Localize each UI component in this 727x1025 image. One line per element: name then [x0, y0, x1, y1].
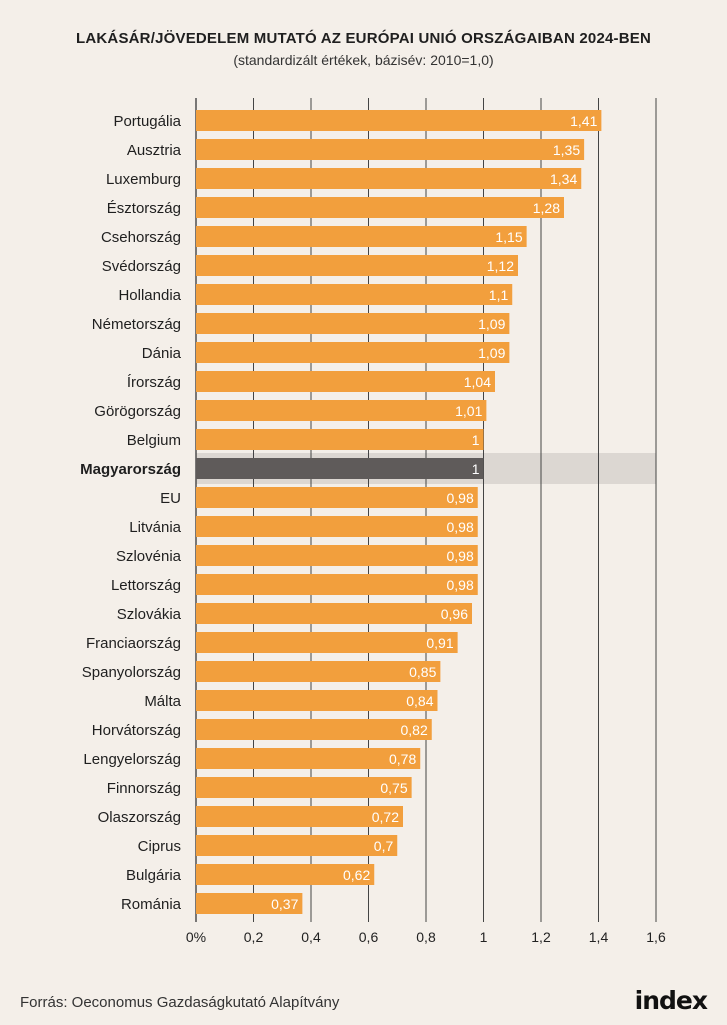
value-label: 0,7 [374, 838, 394, 854]
bar [196, 284, 513, 305]
value-label: 1 [472, 461, 480, 477]
category-label: Észtország [107, 200, 181, 217]
bar [196, 806, 403, 827]
bar [196, 458, 484, 479]
bar [196, 516, 478, 537]
category-label: Ausztria [127, 142, 182, 159]
bar [196, 313, 510, 334]
category-label: Lengyelország [83, 751, 181, 768]
value-label: 1,09 [478, 345, 505, 361]
category-label: Svédország [102, 258, 181, 275]
value-label: 0,98 [447, 519, 474, 535]
value-label: 1,15 [495, 229, 522, 245]
category-label: Portugália [113, 113, 181, 130]
category-label: Németország [92, 316, 181, 333]
bar [196, 661, 441, 682]
bar [196, 835, 398, 856]
bar [196, 864, 375, 885]
x-tick-label: 1,6 [646, 929, 666, 945]
value-label: 0,82 [401, 722, 428, 738]
x-tick-label: 0% [186, 929, 206, 945]
bar [196, 139, 585, 160]
category-label: Bulgária [126, 867, 182, 884]
bar [196, 255, 518, 276]
value-label: 1,28 [533, 200, 560, 216]
value-label: 0,85 [409, 664, 436, 680]
chart-title: LAKÁSÁR/JÖVEDELEM MUTATÓ AZ EURÓPAI UNIÓ… [75, 30, 651, 47]
value-label: 0,96 [441, 606, 468, 622]
category-label: Szlovénia [116, 548, 182, 565]
value-label: 1,1 [489, 287, 509, 303]
bar [196, 371, 495, 392]
category-label: Románia [121, 896, 182, 913]
x-tick-label: 0,2 [244, 929, 264, 945]
category-label: Ciprus [138, 838, 181, 855]
category-label: Írország [127, 374, 181, 391]
bar [196, 226, 527, 247]
value-label: 1,12 [487, 258, 514, 274]
category-label: Magyarország [80, 461, 181, 478]
category-label: Spanyolország [82, 664, 181, 681]
bar [196, 168, 582, 189]
category-label: Görögország [94, 403, 181, 420]
bar [196, 690, 438, 711]
value-label: 0,72 [372, 809, 399, 825]
bar [196, 632, 458, 653]
value-label: 0,62 [343, 867, 370, 883]
x-tick-label: 1,4 [589, 929, 609, 945]
value-label: 0,84 [406, 693, 433, 709]
category-label: Franciaország [86, 635, 181, 652]
value-label: 1,09 [478, 316, 505, 332]
category-label: Litvánia [129, 519, 181, 536]
bar [196, 429, 484, 450]
bar [196, 197, 564, 218]
x-tick-label: 1,2 [531, 929, 551, 945]
bar [196, 748, 421, 769]
category-label: Belgium [127, 432, 181, 449]
x-tick-label: 0,8 [416, 929, 436, 945]
value-label: 1,34 [550, 171, 577, 187]
category-label: Csehország [101, 229, 181, 246]
bar [196, 603, 472, 624]
value-label: 0,98 [447, 577, 474, 593]
category-label: Szlovákia [117, 606, 182, 623]
bar [196, 400, 487, 421]
bar [196, 487, 478, 508]
bar [196, 719, 432, 740]
category-label: EU [160, 490, 181, 507]
bar [196, 777, 412, 798]
bar [196, 342, 510, 363]
bar [196, 545, 478, 566]
category-label: Olaszország [98, 809, 181, 826]
bar [196, 574, 478, 595]
category-label: Luxemburg [106, 171, 181, 188]
category-label: Málta [144, 693, 181, 710]
value-label: 1,01 [455, 403, 482, 419]
bar [196, 110, 602, 131]
value-label: 0,37 [271, 896, 298, 912]
x-tick-label: 1 [480, 929, 488, 945]
value-label: 1,35 [553, 142, 580, 158]
value-label: 0,98 [447, 490, 474, 506]
category-label: Finnország [107, 780, 181, 797]
category-label: Hollandia [118, 287, 181, 304]
value-label: 1,41 [570, 113, 597, 129]
chart-subtitle: (standardizált értékek, bázisév: 2010=1,… [233, 52, 494, 68]
value-label: 0,75 [380, 780, 407, 796]
category-label: Dánia [142, 345, 182, 362]
x-tick-label: 0,6 [359, 929, 379, 945]
value-label: 1 [472, 432, 480, 448]
value-label: 0,98 [447, 548, 474, 564]
value-label: 1,04 [464, 374, 491, 390]
x-tick-label: 0,4 [301, 929, 321, 945]
value-label: 0,78 [389, 751, 416, 767]
category-label: Lettország [111, 577, 181, 594]
value-label: 0,91 [426, 635, 453, 651]
bar [196, 893, 303, 914]
source-note: Forrás: Oeconomus Gazdaságkutató Alapítv… [20, 994, 340, 1011]
category-label: Horvátország [92, 722, 181, 739]
index-logo: index [634, 986, 708, 1015]
